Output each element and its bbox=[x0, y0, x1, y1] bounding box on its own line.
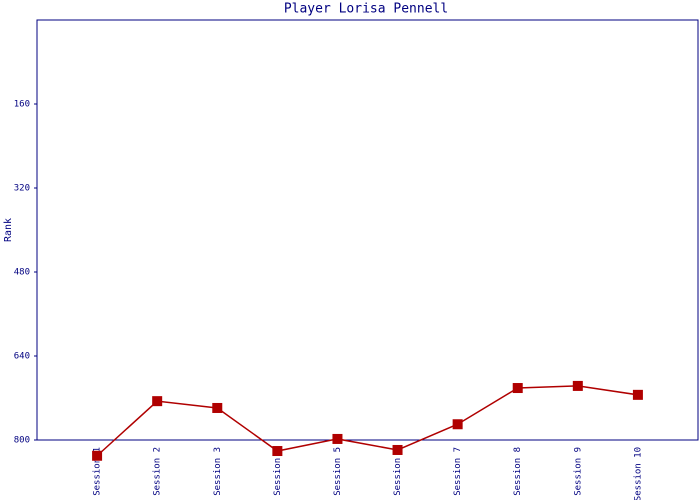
x-tick-label: Session 2 bbox=[153, 447, 163, 496]
x-tick-label: Session 1 bbox=[93, 447, 103, 496]
x-tick-label: Session 10 bbox=[633, 447, 643, 500]
series-line bbox=[96, 385, 639, 457]
x-tick-label: Session 3 bbox=[213, 447, 223, 496]
y-axis-label: Rank bbox=[3, 218, 14, 242]
point-marker bbox=[212, 402, 223, 413]
x-tick-label: Session 5 bbox=[333, 447, 343, 496]
plot-frame bbox=[36, 19, 699, 441]
y-tick-label: 320 bbox=[14, 184, 30, 194]
x-tick-label: Session 7 bbox=[453, 447, 463, 496]
y-tick-label: 640 bbox=[14, 352, 30, 362]
point-marker bbox=[632, 389, 643, 400]
x-tick-label: Session 6 bbox=[393, 447, 403, 496]
y-tick-label: 480 bbox=[14, 268, 30, 278]
x-tick-label: Session 9 bbox=[573, 447, 583, 496]
chart-title: Player Lorisa Pennell bbox=[284, 2, 448, 17]
y-tick-label: 160 bbox=[14, 100, 30, 110]
point-marker bbox=[272, 446, 283, 457]
point-marker bbox=[332, 433, 343, 444]
point-marker bbox=[92, 450, 103, 461]
x-tick-label: Session 8 bbox=[513, 447, 523, 496]
point-marker bbox=[152, 396, 163, 407]
point-marker bbox=[392, 444, 403, 455]
point-marker bbox=[452, 419, 463, 430]
point-marker bbox=[572, 380, 583, 391]
y-tick-label: 800 bbox=[14, 436, 30, 446]
x-tick-label: Session 4 bbox=[273, 447, 283, 496]
point-marker bbox=[512, 383, 523, 394]
